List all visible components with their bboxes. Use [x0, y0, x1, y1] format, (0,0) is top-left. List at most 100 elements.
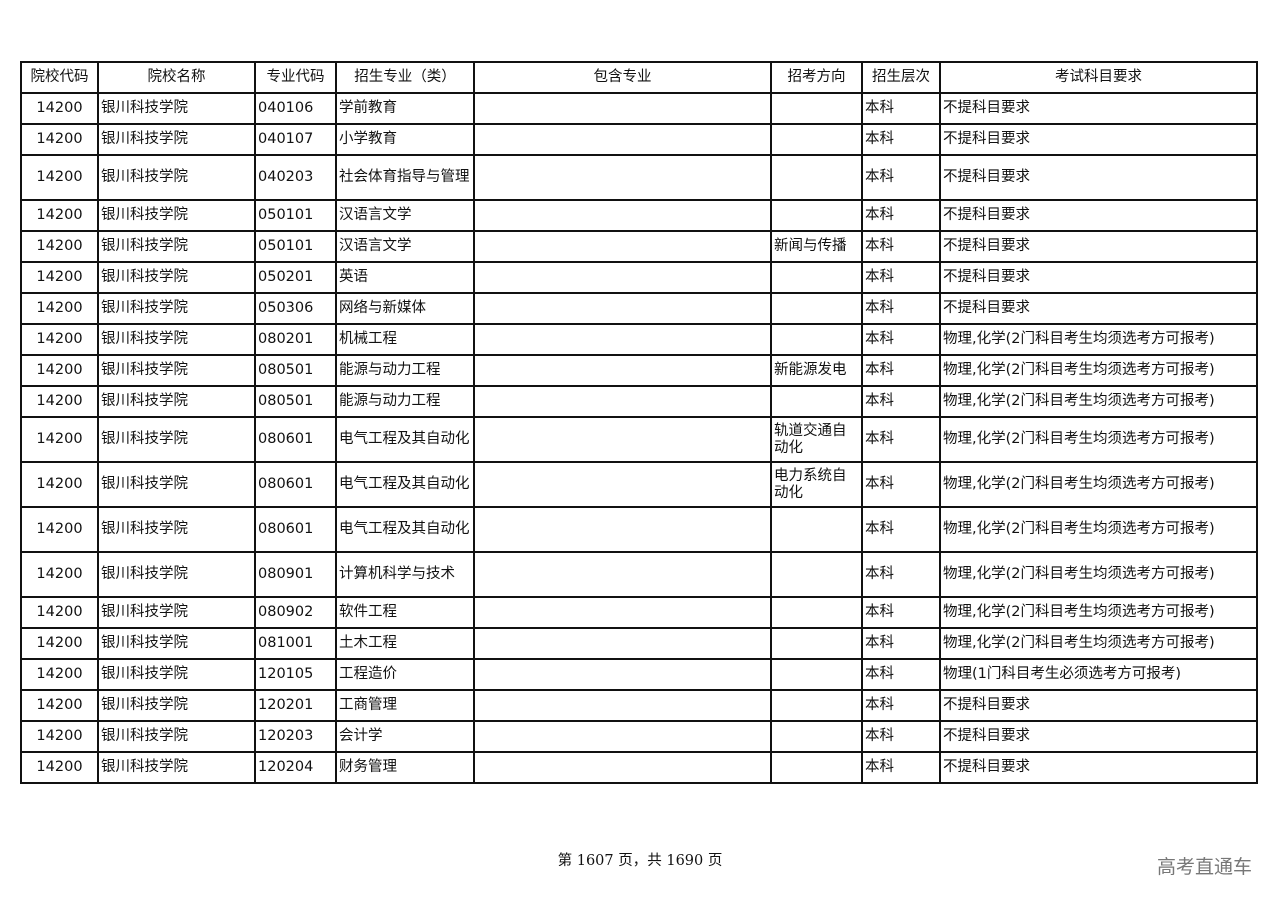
cell-direction [770, 658, 863, 691]
cell-subject-requirement: 物理,化学(2门科目考生均须选考方可报考) [939, 416, 1258, 463]
table-row: 14200 银川科技学院 040203 社会体育指导与管理 本科 不提科目要求 [20, 154, 1258, 201]
cell-major-code: 040107 [254, 123, 337, 156]
cell-subject-requirement: 物理,化学(2门科目考生均须选考方可报考) [939, 596, 1258, 629]
cell-major-name: 软件工程 [335, 596, 475, 629]
cell-school-name: 银川科技学院 [97, 596, 256, 629]
cell-major-code: 120203 [254, 720, 337, 753]
cell-school-code: 14200 [20, 720, 99, 753]
cell-school-code: 14200 [20, 658, 99, 691]
cell-school-name: 银川科技学院 [97, 416, 256, 463]
page-number: 第 1607 页，共 1690 页 [557, 853, 723, 869]
cell-school-name: 银川科技学院 [97, 123, 256, 156]
admissions-table: 院校代码 院校名称 专业代码 招生专业（类） 包含专业 招考方向 招生层次 考试科目要求 14… [20, 61, 1258, 784]
cell-subject-requirement: 不提科目要求 [939, 751, 1258, 784]
cell-major-code: 120204 [254, 751, 337, 784]
cell-school-code: 14200 [20, 292, 99, 325]
cell-major-code: 050101 [254, 230, 337, 263]
column-header: 考试科目要求 [939, 61, 1258, 94]
cell-level: 本科 [861, 689, 941, 722]
table-row: 14200 银川科技学院 050306 网络与新媒体 本科 不提科目要求 [20, 292, 1258, 325]
cell-level: 本科 [861, 261, 941, 294]
cell-school-code: 14200 [20, 92, 99, 125]
cell-major-name: 机械工程 [335, 323, 475, 356]
cell-school-code: 14200 [20, 261, 99, 294]
cell-subject-requirement: 物理,化学(2门科目考生均须选考方可报考) [939, 354, 1258, 387]
cell-included-majors [473, 323, 772, 356]
table-row: 14200 银川科技学院 050201 英语 本科 不提科目要求 [20, 261, 1258, 294]
cell-included-majors [473, 416, 772, 463]
cell-major-name: 小学教育 [335, 123, 475, 156]
table-row: 14200 银川科技学院 120105 工程造价 本科 物理(1门科目考生必须选考方可报考… [20, 658, 1258, 691]
cell-school-name: 银川科技学院 [97, 689, 256, 722]
cell-subject-requirement: 不提科目要求 [939, 123, 1258, 156]
cell-major-name: 土木工程 [335, 627, 475, 660]
cell-included-majors [473, 230, 772, 263]
cell-school-name: 银川科技学院 [97, 551, 256, 598]
cell-direction: 电力系统自动化 [770, 461, 863, 508]
cell-school-code: 14200 [20, 689, 99, 722]
cell-level: 本科 [861, 323, 941, 356]
cell-included-majors [473, 354, 772, 387]
cell-major-name: 能源与动力工程 [335, 385, 475, 418]
cell-school-name: 银川科技学院 [97, 230, 256, 263]
cell-direction [770, 261, 863, 294]
table-header-row: 院校代码 院校名称 专业代码 招生专业（类） 包含专业 招考方向 招生层次 考试科目要求 [20, 61, 1258, 94]
cell-included-majors [473, 92, 772, 125]
cell-direction: 新能源发电 [770, 354, 863, 387]
cell-major-name: 汉语言文学 [335, 199, 475, 232]
cell-level: 本科 [861, 751, 941, 784]
cell-major-name: 能源与动力工程 [335, 354, 475, 387]
table-row: 14200 银川科技学院 080902 软件工程 本科 物理,化学(2门科目考生均须选考方… [20, 596, 1258, 629]
cell-major-name: 电气工程及其自动化 [335, 416, 475, 463]
cell-school-code: 14200 [20, 199, 99, 232]
cell-included-majors [473, 385, 772, 418]
cell-level: 本科 [861, 154, 941, 201]
cell-school-name: 银川科技学院 [97, 720, 256, 753]
cell-subject-requirement: 物理,化学(2门科目考生均须选考方可报考) [939, 385, 1258, 418]
cell-major-code: 040203 [254, 154, 337, 201]
cell-major-name: 计算机科学与技术 [335, 551, 475, 598]
cell-direction [770, 123, 863, 156]
column-header: 包含专业 [473, 61, 772, 94]
cell-included-majors [473, 596, 772, 629]
cell-subject-requirement: 物理,化学(2门科目考生均须选考方可报考) [939, 627, 1258, 660]
cell-major-name: 会计学 [335, 720, 475, 753]
cell-subject-requirement: 不提科目要求 [939, 720, 1258, 753]
cell-major-name: 汉语言文学 [335, 230, 475, 263]
cell-major-code: 080201 [254, 323, 337, 356]
cell-school-name: 银川科技学院 [97, 292, 256, 325]
cell-subject-requirement: 不提科目要求 [939, 292, 1258, 325]
cell-school-code: 14200 [20, 416, 99, 463]
cell-included-majors [473, 551, 772, 598]
cell-major-code: 050306 [254, 292, 337, 325]
cell-major-code: 040106 [254, 92, 337, 125]
table-row: 14200 银川科技学院 050101 汉语言文学 新闻与传播 本科 不提科目要求 [20, 230, 1258, 263]
cell-major-name: 社会体育指导与管理 [335, 154, 475, 201]
cell-school-code: 14200 [20, 596, 99, 629]
cell-included-majors [473, 154, 772, 201]
cell-direction [770, 596, 863, 629]
cell-major-code: 080901 [254, 551, 337, 598]
cell-subject-requirement: 物理(1门科目考生必须选考方可报考) [939, 658, 1258, 691]
table-row: 14200 银川科技学院 050101 汉语言文学 本科 不提科目要求 [20, 199, 1258, 232]
cell-direction: 新闻与传播 [770, 230, 863, 263]
cell-major-name: 工商管理 [335, 689, 475, 722]
cell-major-name: 网络与新媒体 [335, 292, 475, 325]
cell-level: 本科 [861, 627, 941, 660]
cell-direction [770, 506, 863, 553]
cell-level: 本科 [861, 596, 941, 629]
cell-direction [770, 689, 863, 722]
cell-subject-requirement: 物理,化学(2门科目考生均须选考方可报考) [939, 506, 1258, 553]
table-row: 14200 银川科技学院 040107 小学教育 本科 不提科目要求 [20, 123, 1258, 156]
table-row: 14200 银川科技学院 080601 电气工程及其自动化 本科 物理,化学(2门科目考生… [20, 506, 1258, 553]
cell-direction [770, 199, 863, 232]
cell-major-name: 电气工程及其自动化 [335, 461, 475, 508]
cell-major-code: 080902 [254, 596, 337, 629]
cell-school-name: 银川科技学院 [97, 506, 256, 553]
cell-school-code: 14200 [20, 154, 99, 201]
cell-included-majors [473, 506, 772, 553]
cell-school-name: 银川科技学院 [97, 323, 256, 356]
cell-school-code: 14200 [20, 627, 99, 660]
cell-major-code: 050101 [254, 199, 337, 232]
cell-level: 本科 [861, 720, 941, 753]
